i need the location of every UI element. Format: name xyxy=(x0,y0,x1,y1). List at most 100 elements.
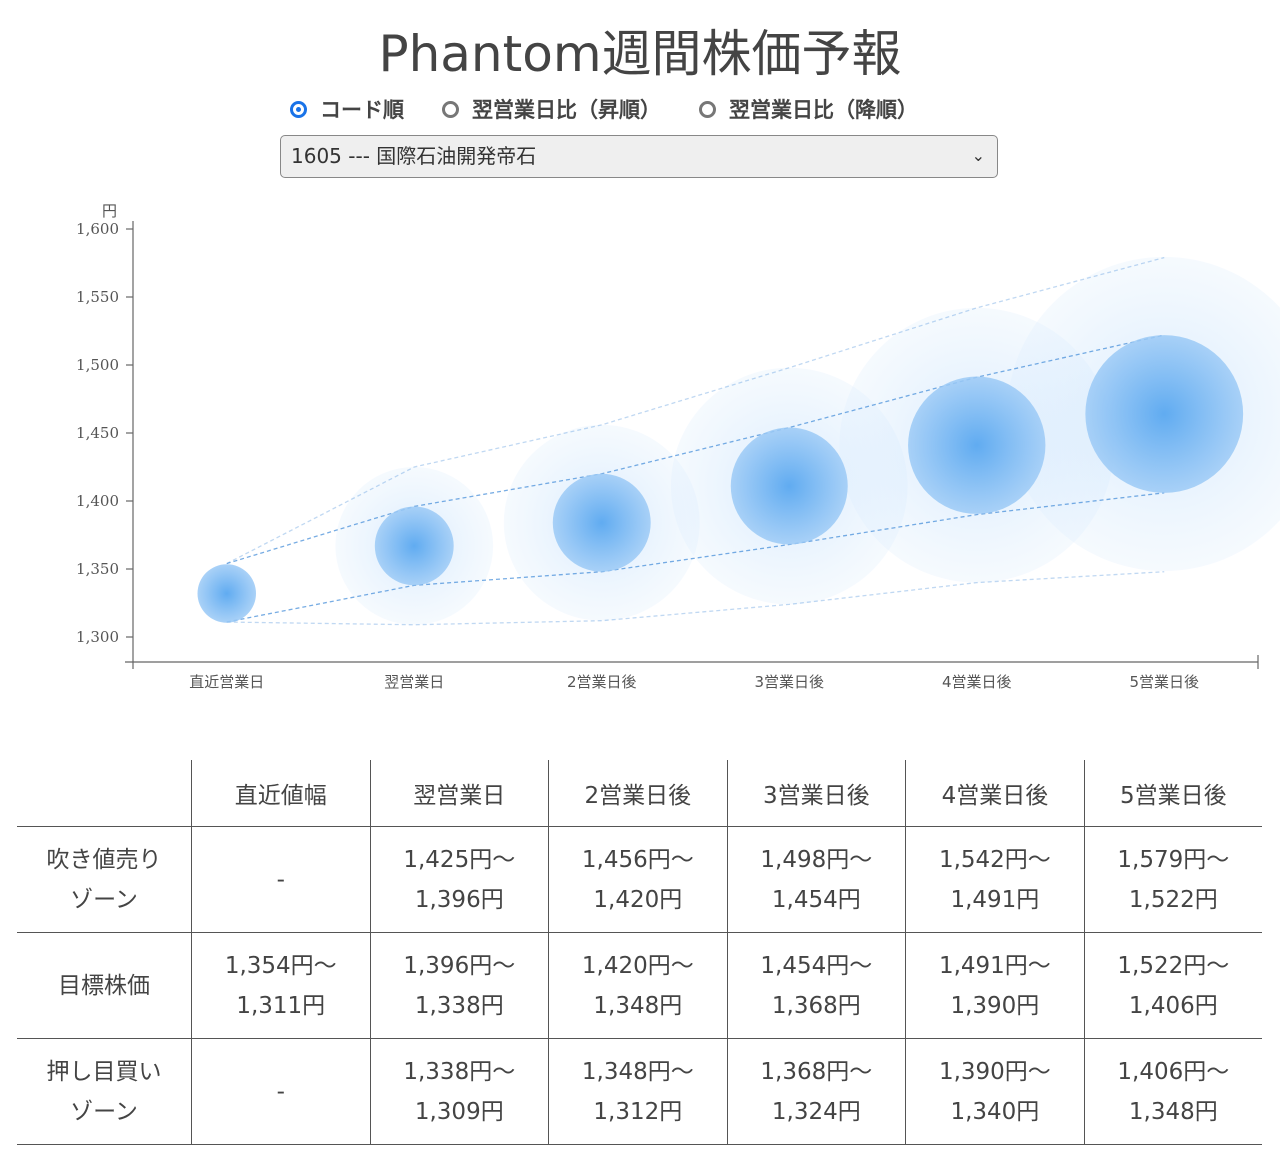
table-cell: 1,498円～ 1,454円 xyxy=(726,826,906,933)
cell-line: 1,406円～ xyxy=(1117,1058,1230,1085)
radio-icon[interactable] xyxy=(699,100,716,118)
table-row: 目標株価 1,354円～ 1,311円 1,396円～ 1,338円 1,420円～… xyxy=(17,932,1262,1039)
x-tick-label: 4営業日後 xyxy=(942,673,1012,691)
table-cell: - xyxy=(191,1038,371,1145)
cell-line: 1,324円 xyxy=(771,1098,861,1125)
x-tick-label: 3営業日後 xyxy=(754,673,824,691)
cell-line: - xyxy=(276,1078,285,1105)
table-header-cell: 直近値幅 xyxy=(191,760,371,827)
inner-bubbles xyxy=(197,335,1244,623)
target-bubble xyxy=(1085,335,1244,493)
y-tick-label: 1,400 xyxy=(76,492,119,510)
table-header-cell: 翌営業日 xyxy=(369,760,549,827)
cell-line: 1,454円～ xyxy=(760,952,873,979)
cell-line: 1,340円 xyxy=(950,1098,1040,1125)
target-bubble xyxy=(552,473,651,572)
y-tick-label: 1,500 xyxy=(76,356,119,374)
cell-line: 1,425円～ xyxy=(403,846,516,873)
y-tick-label: 1,300 xyxy=(76,628,119,646)
cell-line: 1,338円 xyxy=(414,992,504,1019)
outer-low-line xyxy=(226,571,1165,626)
radio-icon[interactable] xyxy=(290,100,307,118)
cell-line: 1,338円～ xyxy=(403,1058,516,1085)
table-cell: 1,368円～ 1,324円 xyxy=(726,1038,906,1145)
radio-icon[interactable] xyxy=(442,100,459,118)
table-cell: 1,542円～ 1,491円 xyxy=(905,826,1085,933)
cell-line: - xyxy=(276,866,285,893)
target-bubble xyxy=(908,376,1046,514)
cell-line: 1,368円～ xyxy=(760,1058,873,1085)
table-row: 吹き値売りゾーン - 1,425円～ 1,396円 1,456円～ 1,420円 1… xyxy=(17,826,1262,933)
row-label-line: ゾーン xyxy=(70,886,138,913)
sort-option-label: 翌営業日比（昇順） xyxy=(472,98,661,122)
sort-option-descending[interactable]: 翌営業日比（降順） xyxy=(699,94,918,124)
row-label-line: ゾーン xyxy=(70,1098,138,1125)
cell-line: 1,396円～ xyxy=(403,952,516,979)
cell-line: 1,491円～ xyxy=(938,952,1051,979)
forecast-chart: 円 1,300 1,350 1,400 1,450 1,500 1,550 1,600 直近営業… xyxy=(76,202,1280,691)
y-axis-unit-label: 円 xyxy=(102,202,117,220)
table-cell: 1,522円～ 1,406円 xyxy=(1083,932,1262,1039)
outer-high-line xyxy=(226,256,1165,565)
cell-line: 1,522円～ xyxy=(1117,952,1230,979)
x-tick-label: 翌営業日 xyxy=(384,673,444,691)
sort-option-ascending[interactable]: 翌営業日比（昇順） xyxy=(442,94,661,124)
table-header-row: 直近値幅 翌営業日 2営業日後 3営業日後 4営業日後 5営業日後 xyxy=(17,760,1262,827)
target-bubble xyxy=(197,564,256,623)
sort-option-label: コード順 xyxy=(320,98,404,122)
sort-option-label: 翌営業日比（降順） xyxy=(729,98,918,122)
cell-line: 1,311円 xyxy=(236,992,326,1019)
row-label-line: 吹き値売り xyxy=(46,846,162,873)
target-high-line xyxy=(226,334,1165,565)
cell-line: 1,312円 xyxy=(593,1098,683,1125)
cell-line: 1,420円 xyxy=(593,886,683,913)
cell-line: 1,390円 xyxy=(950,992,1040,1019)
y-tick-label: 1,550 xyxy=(76,288,119,306)
cell-line: 1,420円～ xyxy=(581,952,694,979)
cell-line: 1,406円 xyxy=(1128,992,1218,1019)
y-tick-label: 1,350 xyxy=(76,560,119,578)
table-header-cell: 3営業日後 xyxy=(726,760,906,827)
table-header-cell xyxy=(17,760,192,827)
x-tick-label: 2営業日後 xyxy=(567,673,637,691)
cell-line: 1,491円 xyxy=(950,886,1040,913)
row-label: 押し目買い ゾーン xyxy=(17,1038,192,1145)
table-header-cell: 4営業日後 xyxy=(905,760,1085,827)
range-lines xyxy=(226,256,1165,626)
y-tick-label: 1,450 xyxy=(76,424,119,442)
x-tick-label: 5営業日後 xyxy=(1129,673,1199,691)
cell-line: 1,454円 xyxy=(771,886,861,913)
cell-line: 1,368円 xyxy=(771,992,861,1019)
table-cell: 1,406円～ 1,348円 xyxy=(1083,1038,1262,1145)
cell-line: 1,542円～ xyxy=(938,846,1051,873)
table-cell: 1,579円～ 1,522円 xyxy=(1083,826,1262,933)
table-cell: - xyxy=(191,826,371,933)
target-bubble xyxy=(374,506,454,586)
y-tick-label: 1,600 xyxy=(76,220,119,238)
cell-line: 1,456円～ xyxy=(581,846,694,873)
cell-line: 1,522円 xyxy=(1128,886,1218,913)
cell-line: 1,498円～ xyxy=(760,846,873,873)
table-header-cell: 5営業日後 xyxy=(1083,760,1262,827)
target-bubble xyxy=(730,427,848,545)
forecast-table: 直近値幅 翌営業日 2営業日後 3営業日後 4営業日後 5営業日後 吹き値売りゾ… xyxy=(17,760,1262,1145)
sort-options: コード順 翌営業日比（昇順） 翌営業日比（降順） xyxy=(290,92,956,126)
x-tick-label: 直近営業日 xyxy=(189,673,264,691)
cell-line: 1,396円 xyxy=(414,886,504,913)
table-cell: 1,396円～ 1,338円 xyxy=(369,932,549,1039)
cell-line: 1,348円～ xyxy=(581,1058,694,1085)
cell-line: 1,348円 xyxy=(593,992,683,1019)
cell-line: 1,579円～ xyxy=(1117,846,1230,873)
table-header-cell: 2営業日後 xyxy=(548,760,728,827)
chevron-down-icon: ⌄ xyxy=(971,146,985,165)
cell-line: 1,309円 xyxy=(414,1098,504,1125)
stock-select[interactable]: 1605 --- 国際石油開発帝石 ⌄ xyxy=(280,135,998,178)
sort-option-code[interactable]: コード順 xyxy=(290,94,404,124)
table-cell: 1,338円～ 1,309円 xyxy=(369,1038,549,1145)
cell-line: 1,348円 xyxy=(1128,1098,1218,1125)
cell-line: 1,390円～ xyxy=(938,1058,1051,1085)
chart-axes: 円 1,300 1,350 1,400 1,450 1,500 1,550 1,600 直近営業… xyxy=(76,202,1259,691)
table-cell: 1,454円～ 1,368円 xyxy=(726,932,906,1039)
stock-select-value: 1605 --- 国際石油開発帝石 xyxy=(291,144,537,168)
table-cell: 1,390円～ 1,340円 xyxy=(905,1038,1085,1145)
